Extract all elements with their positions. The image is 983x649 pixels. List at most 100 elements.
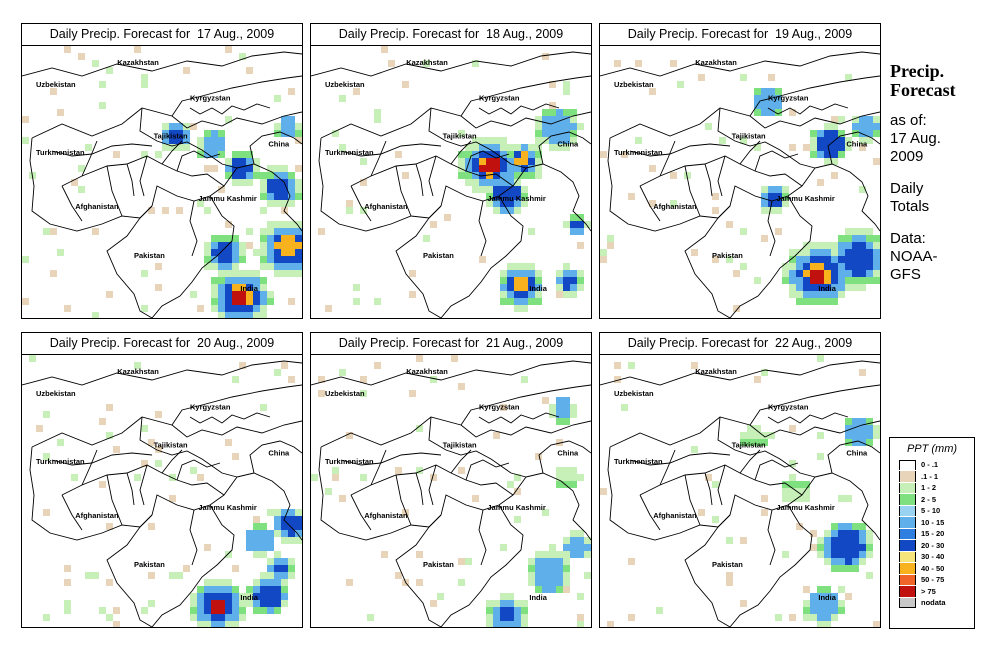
precip-cell — [232, 376, 239, 383]
precip-cell — [824, 130, 831, 137]
precip-cell — [873, 249, 880, 256]
border-line — [609, 75, 880, 139]
precip-cell — [803, 586, 810, 593]
precip-cell — [782, 277, 789, 284]
precip-cell — [528, 558, 535, 565]
country-label-kyrgyzstan: Kyrgyzstan — [768, 93, 809, 102]
precip-cell — [514, 165, 521, 172]
precip-cell — [845, 256, 852, 263]
precip-cell — [859, 249, 866, 256]
precip-cell — [852, 277, 859, 284]
precip-cell — [817, 298, 824, 305]
precip-cell — [824, 558, 831, 565]
precip-cell — [507, 144, 514, 151]
precip-cell — [239, 53, 246, 60]
precip-cell — [204, 600, 211, 607]
precip-cell — [817, 621, 824, 627]
border-line — [739, 449, 761, 474]
precip-cell — [563, 544, 570, 551]
country-label-afghanistan: Afghanistan — [75, 202, 119, 211]
precip-cell — [295, 235, 302, 242]
precip-cell — [225, 256, 232, 263]
precip-cell — [556, 474, 563, 481]
precip-cell — [817, 151, 824, 158]
precip-cell — [796, 298, 803, 305]
precip-cell — [486, 165, 493, 172]
precip-cell — [621, 151, 628, 158]
precip-cell — [838, 565, 845, 572]
border-line — [684, 474, 701, 526]
precip-cell — [274, 579, 281, 586]
precip-cell — [628, 614, 635, 621]
precip-cell — [563, 277, 570, 284]
precip-cell — [232, 600, 239, 607]
precip-cell — [670, 172, 677, 179]
precip-cell — [274, 523, 281, 530]
precip-cell — [253, 544, 260, 551]
precip-cell — [873, 277, 880, 284]
precip-cell — [542, 579, 549, 586]
precip-cell — [563, 291, 570, 298]
precip-cell — [246, 600, 253, 607]
precip-cell — [246, 270, 253, 277]
precip-cell — [211, 579, 218, 586]
precip-cell — [288, 88, 295, 95]
country-label-uzbekistan: Uzbekistan — [614, 80, 654, 89]
precip-cell — [845, 551, 852, 558]
precip-cell — [873, 235, 880, 242]
precip-cell — [824, 593, 831, 600]
border-line — [704, 163, 713, 197]
precip-cell — [726, 221, 733, 228]
precip-cell — [57, 109, 64, 116]
precip-cell — [204, 207, 211, 214]
country-label-kyrgyzstan: Kyrgyzstan — [479, 93, 520, 102]
precip-cell — [859, 137, 866, 144]
precip-cell — [211, 130, 218, 137]
precip-cell — [600, 488, 607, 495]
precip-cell — [542, 116, 549, 123]
precip-cell — [253, 165, 260, 172]
precip-cell — [514, 474, 521, 481]
border-line — [428, 155, 437, 197]
legend-item: .1 - 1 — [899, 471, 974, 483]
precip-cell — [232, 305, 239, 312]
precip-cell — [162, 207, 169, 214]
precip-cell — [472, 137, 479, 144]
precip-cell — [204, 137, 211, 144]
precip-cell — [197, 607, 204, 614]
border-line — [176, 459, 221, 481]
precip-cell — [838, 144, 845, 151]
precip-cell — [866, 242, 873, 249]
precip-cell — [225, 172, 232, 179]
country-label-turkmenistan: Turkmenistan — [325, 457, 374, 466]
precip-cell — [197, 200, 204, 207]
precip-cell — [274, 516, 281, 523]
precip-cell — [817, 256, 824, 263]
precip-cell — [225, 263, 232, 270]
legend-label: > 75 — [921, 586, 936, 596]
precip-cell — [92, 60, 99, 67]
precip-cell — [260, 607, 267, 614]
precip-cell — [500, 614, 507, 621]
country-label-kyrgyzstan: Kyrgyzstan — [190, 93, 231, 102]
precip-cell — [570, 544, 577, 551]
precip-cell — [281, 509, 288, 516]
country-label-pakistan: Pakistan — [134, 560, 165, 569]
precip-cell — [197, 586, 204, 593]
precip-cell — [570, 474, 577, 481]
border-line — [311, 360, 591, 386]
legend-item: nodata — [899, 597, 974, 609]
precip-cell — [859, 551, 866, 558]
precip-cell — [831, 249, 838, 256]
precip-cell — [458, 383, 465, 390]
precip-cell — [260, 179, 267, 186]
precip-cell — [218, 144, 225, 151]
precip-cell — [712, 256, 719, 263]
border-line — [81, 449, 98, 486]
precip-cell — [155, 446, 162, 453]
precip-cell — [528, 284, 535, 291]
border-line — [311, 51, 591, 77]
precip-cell — [183, 123, 190, 130]
precip-cell — [106, 404, 113, 411]
precip-cell — [726, 572, 733, 579]
